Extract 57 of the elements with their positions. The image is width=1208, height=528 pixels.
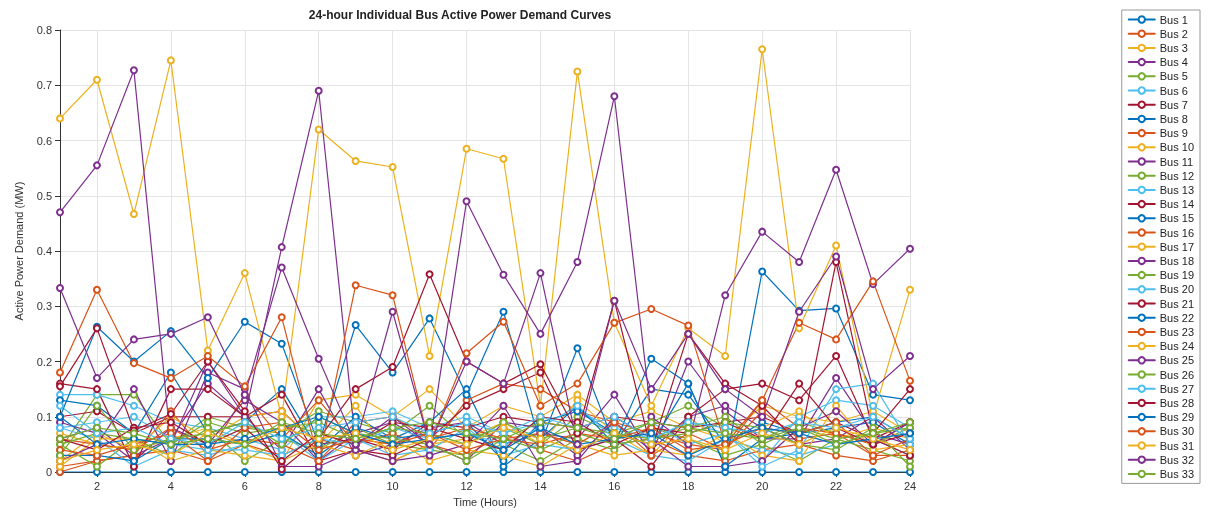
x-tick-label: 16 <box>608 479 621 492</box>
legend-label: Bus 5 <box>1159 70 1188 83</box>
legend-label: Bus 31 <box>1159 439 1194 452</box>
x-tick-label: 12 <box>460 479 473 492</box>
legend-label: Bus 20 <box>1159 283 1194 296</box>
x-tick-label: 8 <box>315 479 322 492</box>
legend-label: Bus 6 <box>1159 84 1188 97</box>
x-tick-label: 24 <box>903 479 917 492</box>
x-tick-label: 14 <box>534 479 547 492</box>
legend-label: Bus 1 <box>1159 13 1188 26</box>
legend-label: Bus 10 <box>1159 141 1194 154</box>
legend-label: Bus 27 <box>1159 382 1194 395</box>
y-axis-title: Active Power Demand (MW) <box>12 181 25 321</box>
y-tick-label: 0 <box>45 466 52 478</box>
legend-label: Bus 21 <box>1159 297 1194 310</box>
x-axis-title: Time (Hours) <box>453 495 517 508</box>
y-tick-label: 0.8 <box>36 24 52 36</box>
legend-label: Bus 14 <box>1159 198 1194 211</box>
legend-label: Bus 28 <box>1159 396 1194 409</box>
legend-label: Bus 22 <box>1159 311 1194 324</box>
y-tick-label: 0.7 <box>36 79 52 92</box>
x-tick-label: 20 <box>756 479 769 492</box>
legend-label: Bus 2 <box>1159 27 1188 40</box>
legend-label: Bus 11 <box>1159 155 1194 168</box>
y-tick-label: 0.6 <box>36 134 52 147</box>
x-tick-label: 10 <box>386 479 399 492</box>
legend-label: Bus 23 <box>1159 325 1194 338</box>
y-tick-label: 0.3 <box>36 300 52 313</box>
legend-label: Bus 17 <box>1159 240 1194 253</box>
legend-label: Bus 26 <box>1159 368 1194 381</box>
legend-label: Bus 15 <box>1159 212 1194 225</box>
y-tick-label: 0.5 <box>36 189 52 202</box>
legend-label: Bus 18 <box>1159 254 1194 267</box>
legend-label: Bus 24 <box>1159 340 1194 353</box>
legend-label: Bus 4 <box>1159 56 1188 69</box>
x-tick-label: 4 <box>167 479 174 492</box>
legend-label: Bus 30 <box>1159 425 1194 438</box>
legend-label: Bus 9 <box>1159 127 1188 140</box>
legend-label: Bus 8 <box>1159 112 1188 125</box>
legend-label: Bus 33 <box>1159 467 1194 480</box>
x-tick-label: 2 <box>93 479 101 492</box>
legend-label: Bus 32 <box>1159 453 1194 466</box>
legend-label: Bus 3 <box>1159 41 1188 54</box>
legend-label: Bus 13 <box>1159 183 1194 196</box>
legend-label: Bus 29 <box>1159 411 1194 424</box>
x-tick-label: 22 <box>829 479 843 492</box>
x-tick-label: 6 <box>241 479 248 492</box>
chart-title: 24-hour Individual Bus Active Power Demand Curves <box>308 8 612 22</box>
y-tick-label: 0.2 <box>36 355 52 368</box>
y-tick-label: 0.1 <box>36 410 52 423</box>
legend-label: Bus 7 <box>1159 98 1188 111</box>
legend-label: Bus 12 <box>1159 169 1194 182</box>
y-tick-label: 0.4 <box>36 245 52 257</box>
legend-label: Bus 19 <box>1159 269 1194 282</box>
x-tick-label: 18 <box>682 479 695 492</box>
legend-label: Bus 25 <box>1159 354 1194 367</box>
legend-label: Bus 16 <box>1159 226 1194 239</box>
